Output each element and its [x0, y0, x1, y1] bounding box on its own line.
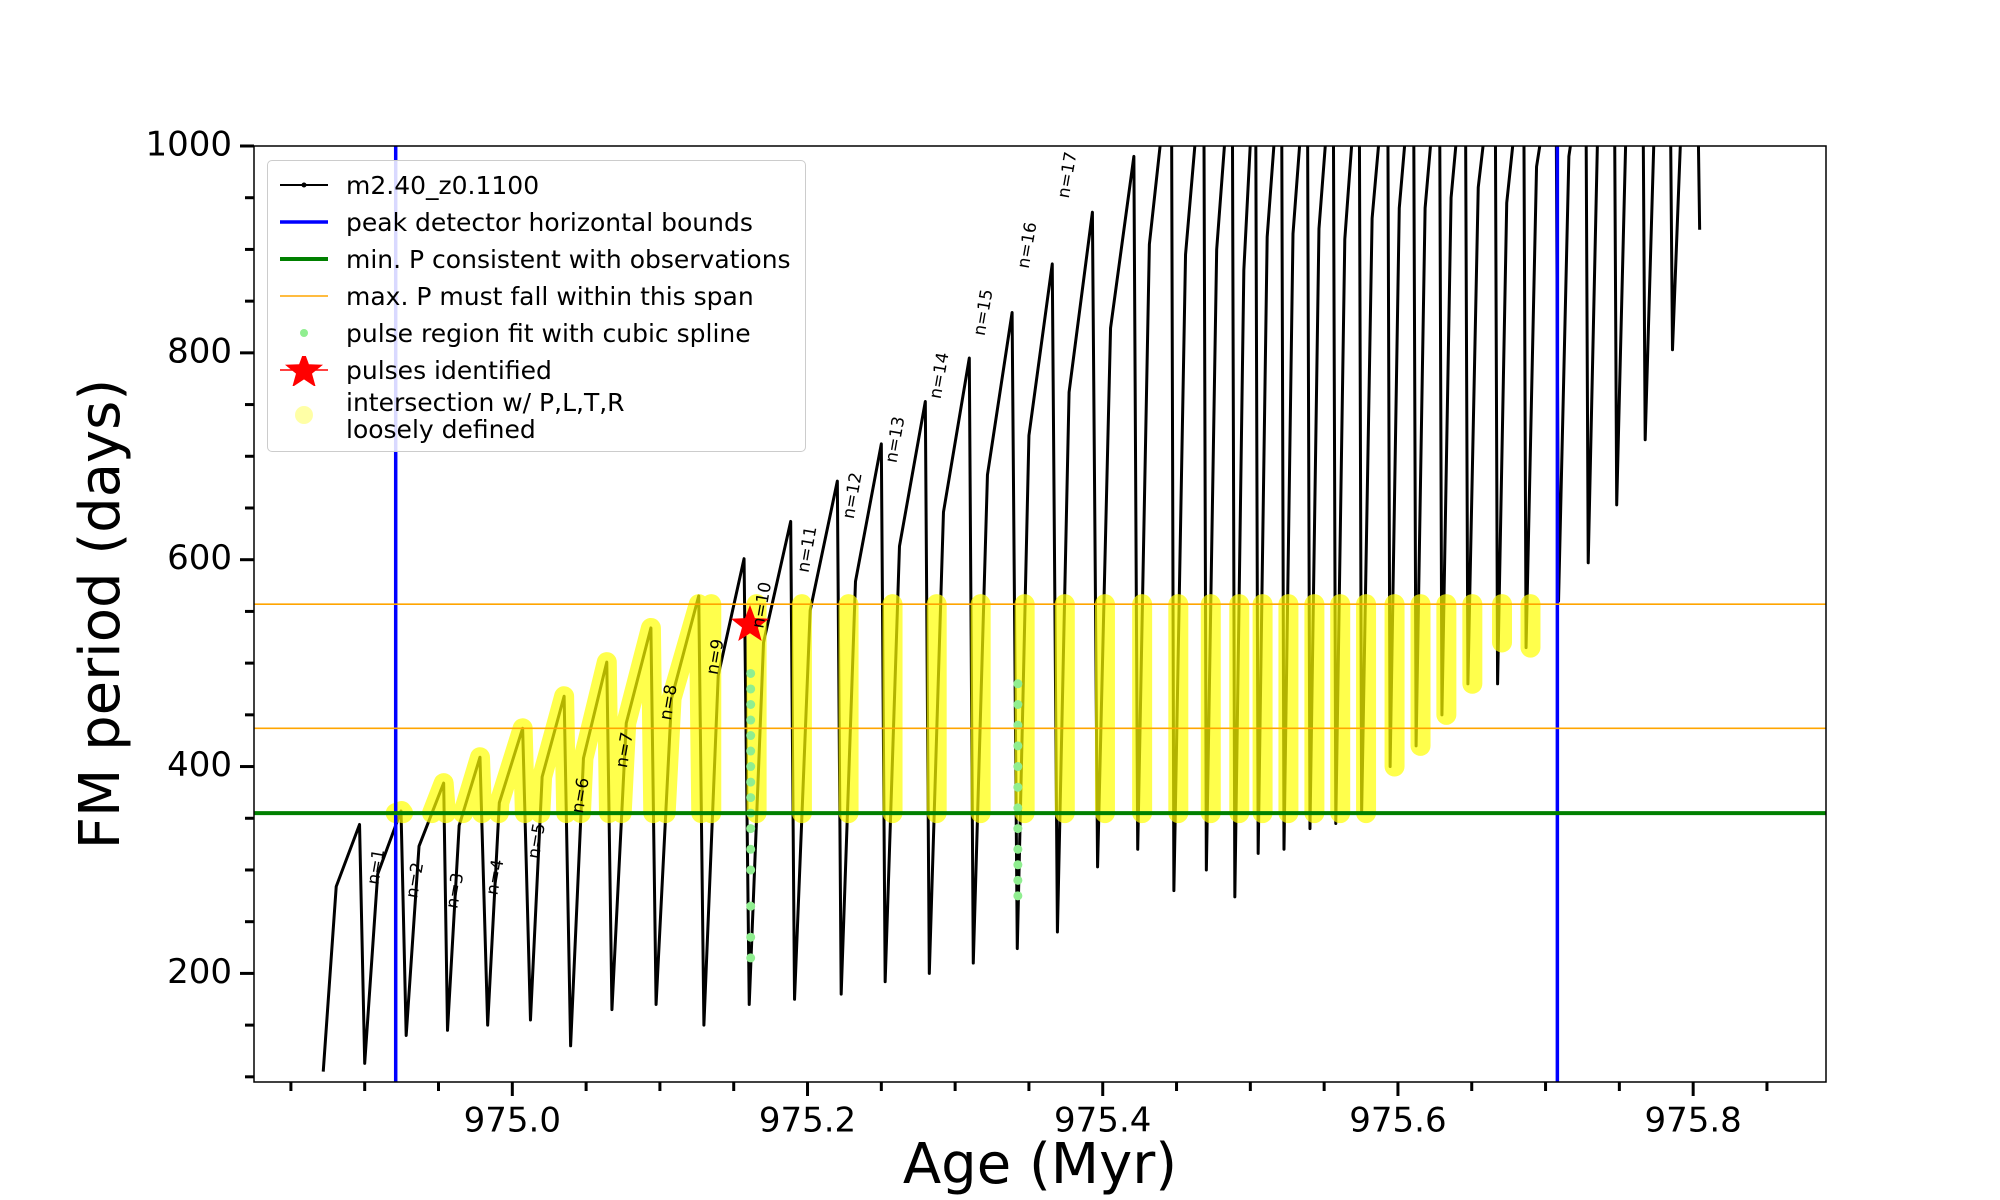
x-tick-label: 975.0 — [464, 1101, 561, 1141]
spline-point — [746, 953, 756, 963]
legend-swatch — [300, 328, 308, 337]
spline-point — [746, 684, 756, 694]
spline-point — [1013, 844, 1023, 854]
y-tick-label: 200 — [167, 952, 232, 992]
legend-label: min. P consistent with observations — [346, 245, 791, 274]
legend-swatch — [280, 355, 328, 386]
spline-point — [1013, 720, 1023, 730]
pulse-star — [730, 604, 769, 641]
legend-swatch — [295, 406, 313, 424]
spline-point — [746, 668, 756, 678]
legend-swatch — [280, 219, 328, 224]
y-tick-label: 1000 — [145, 125, 232, 165]
x-tick-label: 975.8 — [1644, 1101, 1741, 1141]
legend-entry: pulse region fit with cubic spline — [276, 315, 791, 352]
legend-entry: m2.40_z0.1100 — [276, 167, 791, 204]
spline-point — [746, 865, 756, 875]
spline-point — [746, 746, 756, 756]
y-tick-label: 400 — [167, 745, 232, 785]
axes-frame — [253, 145, 1827, 1083]
spline-point — [746, 901, 756, 911]
legend-entry: intersection w/ P,L,T,R loosely defined — [276, 389, 791, 443]
spline-point — [746, 731, 756, 741]
legend-label: pulse region fit with cubic spline — [346, 319, 751, 348]
legend-entry: pulses identified — [276, 352, 791, 389]
legend-label: pulses identified — [346, 356, 552, 385]
spline-point — [746, 793, 756, 803]
y-tick-label: 600 — [167, 538, 232, 578]
spline-point — [746, 762, 756, 772]
spline-point — [1013, 824, 1023, 834]
spline-point — [746, 715, 756, 725]
spline-point — [1013, 803, 1023, 813]
spline-point — [746, 699, 756, 709]
spline-point — [1013, 891, 1023, 901]
intersection-band — [385, 594, 1541, 824]
x-tick-label: 975.4 — [1054, 1101, 1151, 1141]
legend-swatch — [280, 294, 328, 297]
spline-point — [746, 824, 756, 834]
y-axis-label: FM period (days) — [68, 379, 133, 849]
spline-point — [1013, 860, 1023, 870]
y-tick-label: 800 — [167, 331, 232, 371]
spline-point — [1013, 782, 1023, 792]
spline-point — [746, 844, 756, 854]
spline-point — [1013, 875, 1023, 885]
spline-point — [746, 777, 756, 787]
legend-entry: min. P consistent with observations — [276, 241, 791, 278]
legend-handle-dot — [301, 182, 307, 187]
spline-point — [1013, 679, 1023, 689]
x-tick-label: 975.2 — [759, 1101, 856, 1141]
legend-handle-star — [285, 355, 323, 386]
spline-point — [1013, 699, 1023, 709]
x-tick-label: 975.6 — [1349, 1101, 1446, 1141]
legend-handle — [295, 406, 313, 424]
spline-point — [746, 932, 756, 942]
axes: 975.0 975.2 975.4 975.6 975.8 200 400 600 800 100… — [145, 125, 1769, 1141]
x-axis-label: Age (Myr) — [903, 1132, 1177, 1197]
legend-entry: max. P must fall within this span — [276, 278, 791, 315]
legend-handle — [300, 328, 308, 337]
spline-point — [1013, 762, 1023, 772]
legend-label: m2.40_z0.1100 — [346, 171, 540, 200]
spline-point — [1013, 741, 1023, 751]
legend-entry: peak detector horizontal bounds — [276, 204, 791, 241]
legend-swatch — [280, 256, 328, 261]
legend-label: max. P must fall within this span — [346, 282, 754, 311]
legend-swatch — [280, 182, 328, 187]
legend-label: peak detector horizontal bounds — [346, 208, 753, 237]
legend-label: intersection w/ P,L,T,R loosely defined — [346, 388, 625, 444]
